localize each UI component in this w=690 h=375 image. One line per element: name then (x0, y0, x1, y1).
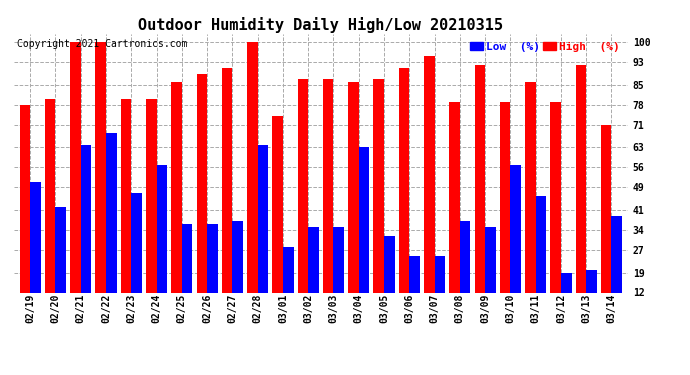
Bar (460, 221, 471, 292)
Bar (525, 82, 535, 292)
Bar (283, 247, 293, 292)
Bar (30, 182, 41, 292)
Bar (146, 99, 157, 292)
Title: Outdoor Humidity Daily High/Low 20210315: Outdoor Humidity Daily High/Low 20210315 (139, 16, 503, 33)
Bar (157, 165, 167, 292)
Bar (449, 102, 460, 292)
Bar (233, 221, 243, 292)
Bar (171, 82, 182, 292)
Bar (121, 99, 131, 292)
Bar (611, 216, 622, 292)
Bar (348, 82, 359, 292)
Bar (70, 42, 81, 292)
Bar (409, 255, 420, 292)
Bar (359, 147, 369, 292)
Bar (475, 65, 485, 292)
Bar (373, 79, 384, 292)
Bar (551, 102, 561, 292)
Bar (55, 207, 66, 292)
Bar (19, 105, 30, 292)
Bar (207, 224, 218, 292)
Bar (45, 99, 55, 292)
Legend: Low  (%), High  (%): Low (%), High (%) (470, 42, 619, 52)
Bar (399, 68, 409, 292)
Bar (333, 227, 344, 292)
Bar (586, 270, 597, 292)
Bar (435, 255, 445, 292)
Bar (81, 145, 91, 292)
Bar (601, 125, 611, 292)
Bar (424, 57, 435, 292)
Bar (575, 65, 586, 292)
Bar (308, 227, 319, 292)
Bar (511, 165, 521, 292)
Bar (561, 273, 571, 292)
Text: Copyright 2021 Cartronics.com: Copyright 2021 Cartronics.com (17, 39, 187, 49)
Bar (247, 42, 257, 292)
Bar (257, 145, 268, 292)
Bar (500, 102, 511, 292)
Bar (384, 236, 395, 292)
Bar (95, 42, 106, 292)
Bar (221, 68, 233, 292)
Bar (182, 224, 193, 292)
Bar (131, 193, 142, 292)
Bar (273, 116, 283, 292)
Bar (535, 196, 546, 292)
Bar (197, 74, 207, 292)
Bar (106, 133, 117, 292)
Bar (297, 79, 308, 292)
Bar (323, 79, 333, 292)
Bar (485, 227, 495, 292)
